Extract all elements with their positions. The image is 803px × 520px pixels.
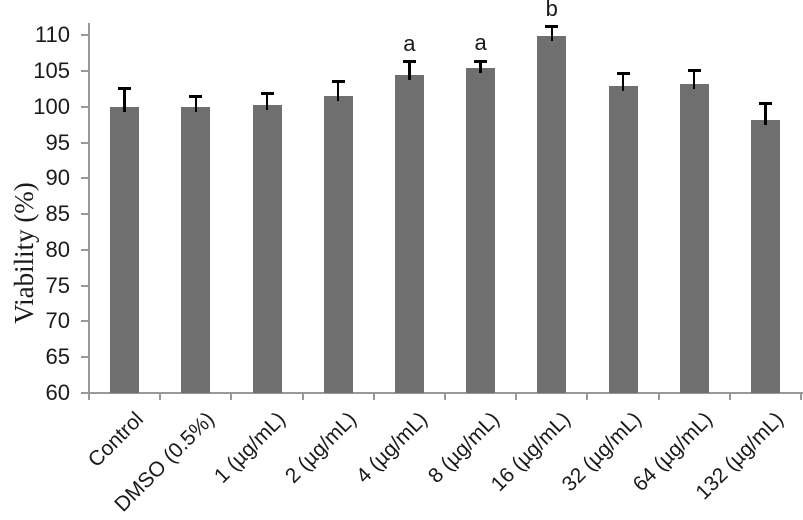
y-tick-label: 110: [34, 22, 70, 48]
bar: [679, 83, 709, 393]
y-tick-mark: [81, 105, 89, 108]
bar: [252, 105, 282, 393]
error-bar-cap: [474, 59, 488, 63]
y-tick-mark: [81, 177, 89, 180]
bar: [750, 119, 780, 393]
x-axis-line: [81, 392, 803, 394]
error-bar-line: [621, 73, 625, 92]
x-tick-mark: [515, 393, 518, 400]
y-tick-mark: [81, 284, 89, 287]
y-tick-label: 65: [45, 344, 70, 370]
x-tick-mark: [444, 393, 446, 400]
error-bar-line: [692, 70, 696, 89]
y-tick-label: 90: [45, 165, 70, 191]
y-tick-mark: [81, 213, 89, 216]
x-tick-mark: [301, 393, 304, 400]
y-tick-label: 80: [45, 236, 70, 262]
x-tick-mark: [657, 393, 660, 400]
error-bar-line: [408, 61, 411, 81]
error-bar-line: [336, 81, 340, 102]
error-bar-cap: [118, 86, 132, 90]
error-bar-line: [123, 88, 126, 112]
y-tick-label: 105: [33, 58, 70, 84]
error-bar-line: [550, 26, 554, 41]
error-bar-cap: [402, 60, 416, 64]
y-tick-mark: [81, 392, 89, 394]
error-bar-cap: [687, 68, 701, 72]
significance-letter: a: [474, 30, 487, 56]
x-tick-mark: [230, 393, 233, 400]
y-tick-label: 100: [33, 93, 70, 119]
bar: [537, 36, 567, 393]
y-tick-label: 70: [45, 308, 70, 334]
x-tick-mark: [159, 393, 162, 400]
significance-letter: a: [403, 30, 416, 56]
x-tick-mark: [88, 393, 90, 400]
y-tick-mark: [81, 70, 89, 73]
y-tick-mark: [81, 320, 89, 323]
bar: [608, 86, 638, 393]
y-tick-label: 60: [45, 380, 70, 405]
bar: [181, 106, 211, 393]
y-tick-mark: [81, 356, 89, 359]
error-bar-cap: [545, 25, 559, 29]
error-bar-cap: [616, 71, 630, 75]
x-tick-mark: [728, 393, 731, 400]
y-axis-line: [88, 23, 90, 394]
bar: [323, 96, 353, 393]
error-bar-line: [265, 93, 269, 111]
error-bar-line: [479, 61, 482, 74]
error-bar-line: [764, 103, 767, 125]
y-tick-mark: [81, 34, 89, 37]
x-tick-mark: [372, 393, 375, 400]
bar: [110, 106, 140, 393]
error-bar-cap: [331, 80, 345, 84]
y-tick-mark: [81, 141, 89, 144]
error-bar-cap: [260, 92, 274, 96]
error-bar-cap: [189, 95, 203, 99]
y-tick-label: 75: [45, 272, 70, 298]
y-tick-mark: [81, 248, 89, 251]
x-tick-mark: [800, 393, 802, 400]
significance-letter: b: [545, 0, 558, 21]
bar: [466, 68, 496, 393]
bar: [394, 75, 424, 393]
error-bar-line: [194, 96, 198, 112]
x-tick-mark: [586, 393, 589, 400]
error-bar-cap: [758, 101, 772, 105]
y-tick-label: 95: [45, 129, 70, 155]
y-tick-label: 85: [45, 201, 70, 227]
